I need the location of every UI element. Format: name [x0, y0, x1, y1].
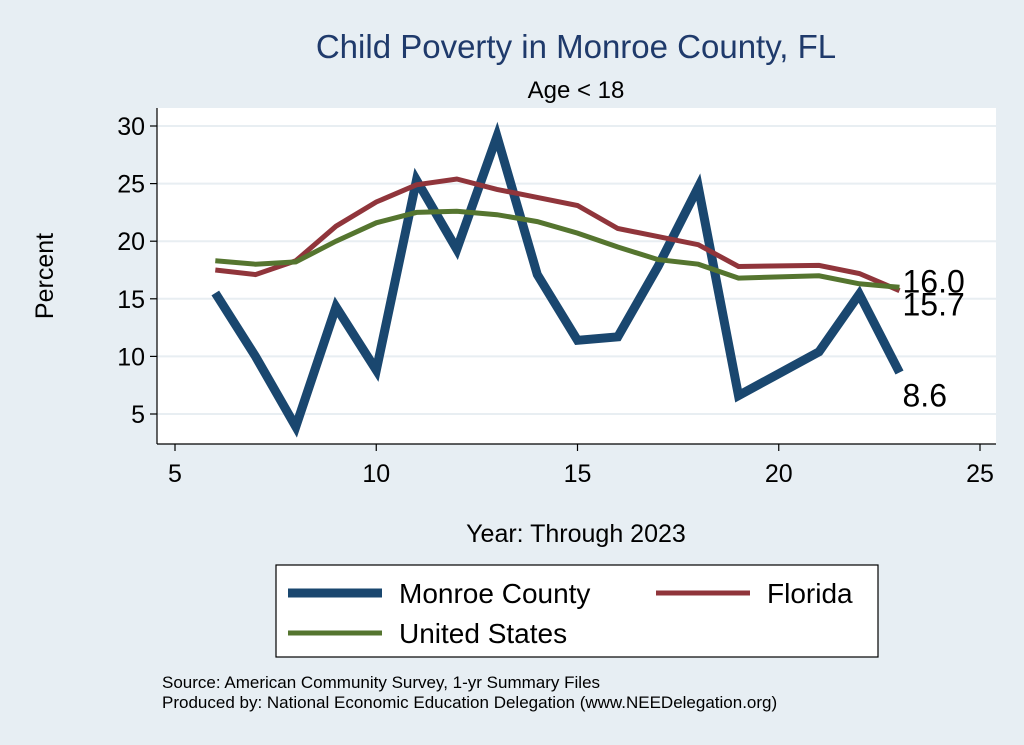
- end-label-united-states: 16.0: [903, 263, 965, 299]
- series-line-florida: [215, 176, 901, 293]
- x-tick-label: 20: [765, 460, 793, 488]
- x-tick-label: 5: [168, 460, 182, 488]
- chart-subtitle: Age < 18: [528, 77, 625, 104]
- chart-title: Child Poverty in Monroe County, FL: [316, 28, 836, 65]
- tick-labels: 5 10 15 20 25 30 5 10 15 20 25: [117, 113, 994, 488]
- legend-label-monroe-county: Monroe County: [399, 578, 590, 609]
- source-note: Source: American Community Survey, 1-yr …: [162, 673, 600, 692]
- series-lines: [211, 121, 904, 438]
- y-tick-label: 30: [117, 113, 145, 141]
- end-label-florida: 15.7: [903, 287, 965, 323]
- series-line-united-states: [215, 208, 900, 290]
- y-tick-label: 20: [117, 228, 145, 256]
- y-tick-label: 15: [117, 286, 145, 314]
- end-label-monroe-county: 8.6: [903, 378, 947, 414]
- legend-box: [275, 564, 879, 658]
- y-tick-label: 5: [131, 401, 145, 429]
- axes: [156, 108, 996, 445]
- plot-background: [157, 108, 996, 444]
- series-line-monroe-county: [211, 121, 904, 438]
- x-tick-label: 25: [966, 460, 994, 488]
- y-axis-title: Percent: [31, 233, 59, 319]
- legend: Monroe County Florida United States: [275, 564, 879, 658]
- x-tick-label: 15: [564, 460, 592, 488]
- legend-label-united-states: United States: [399, 618, 567, 649]
- x-tick-label: 10: [362, 460, 390, 488]
- end-labels: 8.6 15.716.0: [903, 263, 965, 413]
- y-tick-label: 25: [117, 171, 145, 199]
- x-axis-title: Year: Through 2023: [466, 520, 686, 548]
- producer-note: Produced by: National Economic Education…: [162, 693, 777, 712]
- legend-label-florida: Florida: [767, 578, 853, 609]
- y-tick-label: 10: [117, 343, 145, 371]
